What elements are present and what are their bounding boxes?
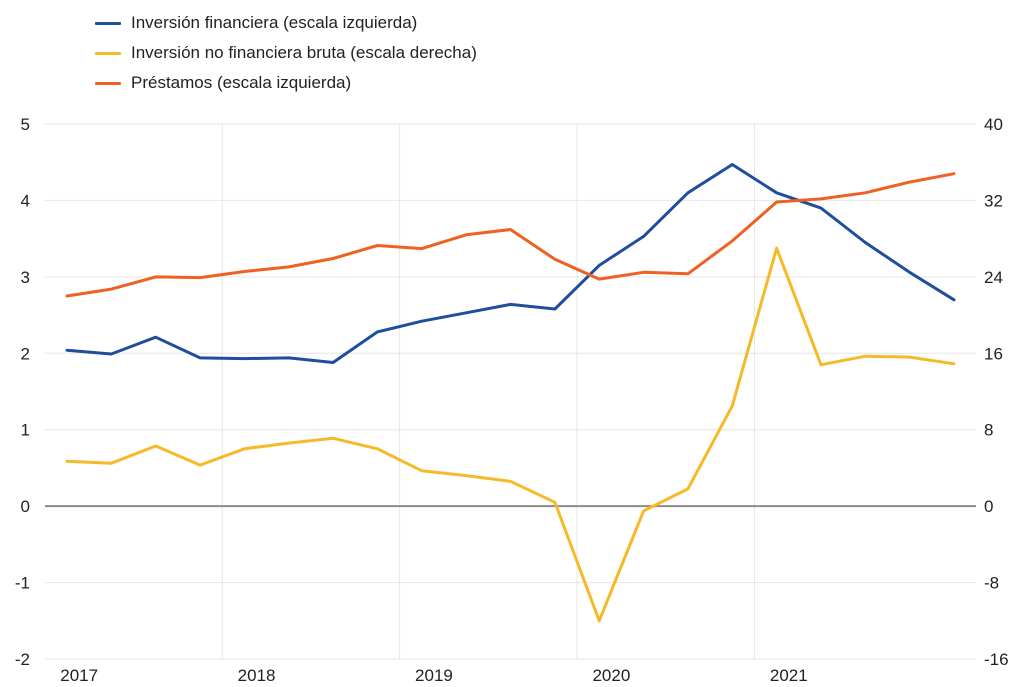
series-line-2	[65, 172, 956, 298]
legend-label-inversion-financiera: Inversión financiera (escala izquierda)	[131, 13, 418, 32]
y-right-tick-label: 16	[984, 344, 1003, 363]
y-right-tick-label: 0	[984, 497, 993, 516]
y-right-tick-label: 8	[984, 421, 993, 440]
y-right-tick-label: -8	[984, 574, 999, 593]
series-line-0	[65, 163, 956, 364]
legend-label-prestamos: Préstamos (escala izquierda)	[131, 73, 352, 92]
y-left-tick-label: 4	[21, 191, 30, 210]
y-left-tick-label: 2	[21, 344, 30, 363]
legend-item-inversion-financiera: Inversión financiera (escala izquierda)	[95, 8, 477, 38]
x-tick-label: 2019	[415, 666, 453, 685]
y-left-tick-label: -2	[15, 650, 30, 669]
y-right-tick-label: 40	[984, 115, 1003, 134]
y-left-tick-label: 5	[21, 115, 30, 134]
legend-item-prestamos: Préstamos (escala izquierda)	[95, 68, 477, 98]
series-line-1	[65, 246, 956, 623]
x-tick-label: 2018	[238, 666, 276, 685]
legend-label-inversion-no-financiera: Inversión no financiera bruta (escala de…	[131, 43, 477, 62]
chart-legend: Inversión financiera (escala izquierda) …	[95, 8, 477, 98]
y-left-tick-label: 3	[21, 268, 30, 287]
y-right-tick-label: 24	[984, 268, 1003, 287]
y-left-tick-label: -1	[15, 574, 30, 593]
legend-swatch-inversion-no-financiera	[95, 51, 121, 55]
legend-swatch-prestamos	[95, 81, 121, 85]
x-tick-label: 2021	[770, 666, 808, 685]
legend-swatch-inversion-financiera	[95, 21, 121, 25]
x-tick-label: 2017	[60, 666, 98, 685]
y-right-tick-label: -16	[984, 650, 1009, 669]
x-tick-label: 2020	[592, 666, 630, 685]
y-left-tick-label: 1	[21, 421, 30, 440]
y-right-tick-label: 32	[984, 191, 1003, 210]
y-left-tick-label: 0	[21, 497, 30, 516]
legend-item-inversion-no-financiera: Inversión no financiera bruta (escala de…	[95, 38, 477, 68]
